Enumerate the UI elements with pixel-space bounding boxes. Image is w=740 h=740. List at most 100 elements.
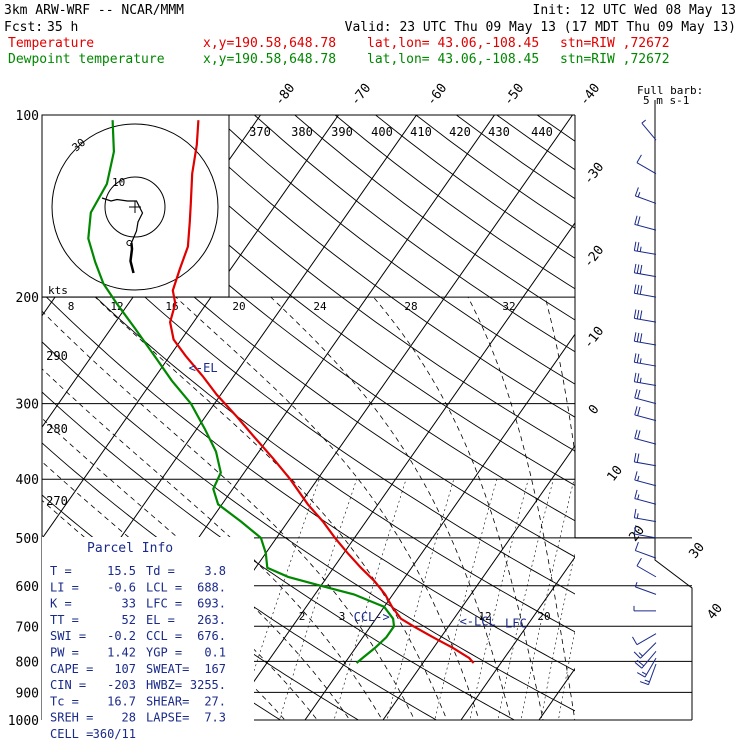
- wind-legend-value: 5 m s-1: [643, 94, 689, 107]
- parcel-info-key: LI =: [50, 580, 79, 594]
- wind-barb-staff: [634, 437, 657, 445]
- wind-barb-staff: [648, 663, 657, 685]
- pressure-tick-label: 1000: [8, 714, 39, 729]
- wind-barb-staff: [640, 642, 657, 659]
- wind-barb-full: [636, 242, 640, 252]
- parcel-info-key: LAPSE=: [146, 711, 189, 725]
- wind-barb-full: [639, 264, 643, 274]
- wind-barb-full: [633, 284, 637, 294]
- dry-adiabat: [132, 115, 575, 452]
- wind-barb-staff: [636, 565, 657, 578]
- isotherm-label: -30: [581, 160, 607, 188]
- header-svg: 3km ARW-WRF -- NCAR/MMM Init: 12 UTC Wed…: [4, 3, 736, 67]
- wind-barb-full: [637, 216, 641, 226]
- level-markers: <-EL CCL-> <-LCL LFC: [189, 361, 527, 631]
- wind-barb-full: [636, 453, 640, 463]
- dry-adiabat: [52, 115, 575, 522]
- isotherm: [460, 556, 575, 720]
- moist-adiabat: [94, 296, 448, 720]
- isotherm: [538, 667, 575, 720]
- wind-barb-staff: [634, 397, 657, 405]
- wind-barb-full: [637, 406, 641, 416]
- parcel-info-panel: Parcel Info T = 15.5 Td = 3.8 LI = -0.6 LCL = 68…: [42, 537, 254, 740]
- wind-barb-full: [639, 333, 643, 343]
- isotherm-label: 10: [605, 463, 626, 485]
- mixing-ratio-label: 32: [502, 300, 515, 313]
- parcel-info-value: 16.7: [107, 694, 136, 708]
- parcel-info-key: LCL =: [146, 580, 182, 594]
- dewpoint-latlon: lat,lon= 43.06,-108.45: [367, 52, 539, 67]
- parcel-info-value: 3255.: [190, 678, 226, 692]
- moist-adiabat: [42, 461, 318, 720]
- dry-adiabat: [42, 341, 575, 712]
- parcel-info-value: 27.: [204, 694, 226, 708]
- parcel-info-key: SREH =: [50, 711, 93, 725]
- wind-barb-staff: [635, 195, 657, 204]
- mixing-ratio-line: [469, 479, 529, 720]
- wind-barb-full: [636, 373, 640, 383]
- wind-barb-full: [636, 332, 640, 342]
- wind-barb-full: [633, 353, 637, 363]
- wind-profile: Full barb:5 m s-1: [632, 84, 703, 686]
- wind-barb-half: [644, 679, 650, 683]
- wind-barb-full: [634, 471, 638, 481]
- moist-adiabat: [373, 296, 544, 720]
- theta-label: 380: [291, 125, 313, 139]
- parcel-info-value: 360/11: [93, 727, 136, 740]
- isotherm-label: -60: [424, 81, 450, 109]
- theta-label: 430: [488, 125, 510, 139]
- parcel-info-value: 263.: [197, 613, 226, 627]
- level-marker: <-EL: [189, 361, 218, 375]
- hodograph-ring-label: 10: [112, 176, 125, 189]
- dry-adiabat: [375, 115, 575, 259]
- dry-adiabat: [92, 115, 575, 486]
- parcel-info-value: 107: [114, 662, 136, 676]
- theta-label: 370: [249, 125, 271, 139]
- moist-adiabat: [544, 296, 575, 457]
- dewpoint-xy: x,y=190.58,648.78: [203, 52, 336, 67]
- parcel-info-key: K =: [50, 597, 72, 611]
- parcel-info-key: SHEAR=: [146, 694, 189, 708]
- dewpoint-trace: [87, 120, 396, 664]
- mixing-ratio-label: 12: [478, 610, 491, 623]
- theta-label: 280: [46, 422, 68, 436]
- mixing-ratio-line: [279, 479, 357, 720]
- isotherm-label: -50: [501, 81, 527, 109]
- wind-barb-full: [636, 672, 646, 678]
- parcel-info-key: T =: [50, 564, 72, 578]
- wind-barb-full: [634, 187, 639, 197]
- isotherm: [686, 115, 740, 733]
- mixing-ratio-label: 16: [165, 300, 178, 313]
- mixing-ratio-line: [520, 479, 575, 720]
- mixing-ratio-label: 28: [404, 300, 417, 313]
- parcel-info-title: Parcel Info: [87, 541, 173, 556]
- wind-barb-half: [639, 377, 642, 383]
- isotherm: [382, 444, 575, 720]
- dry-adiabat: [578, 115, 740, 733]
- parcel-info-box: [42, 537, 254, 727]
- model-title: 3km ARW-WRF -- NCAR/MMM: [4, 3, 184, 18]
- mixing-ratio-line: [386, 479, 455, 720]
- parcel-info-value: 7.3: [204, 711, 226, 725]
- parcel-info-key: CCL =: [146, 629, 182, 643]
- wind-barb-full: [634, 541, 639, 551]
- mixing-ratio-label: 2: [299, 610, 306, 623]
- parcel-info-key: SWEAT=: [146, 662, 189, 676]
- forecast-label: Fcst:: [4, 20, 43, 35]
- wind-barb-staff: [634, 414, 657, 422]
- wind-barb-staff: [634, 223, 657, 231]
- mixing-ratio-label: 20: [232, 300, 245, 313]
- forecast-hour: 35 h: [47, 20, 78, 35]
- parcel-info-key: PW =: [50, 646, 79, 660]
- isotherm: [608, 115, 740, 733]
- isotherm-label: -70: [348, 81, 374, 109]
- wind-barb-full: [636, 264, 640, 274]
- level-marker: CCL->: [354, 610, 390, 624]
- wind-barb-full: [634, 429, 638, 439]
- parcel-info-key: Td =: [146, 564, 175, 578]
- parcel-info-key: CAPE =: [50, 662, 93, 676]
- wind-barb-half: [639, 358, 642, 364]
- wind-barb-full: [633, 241, 637, 251]
